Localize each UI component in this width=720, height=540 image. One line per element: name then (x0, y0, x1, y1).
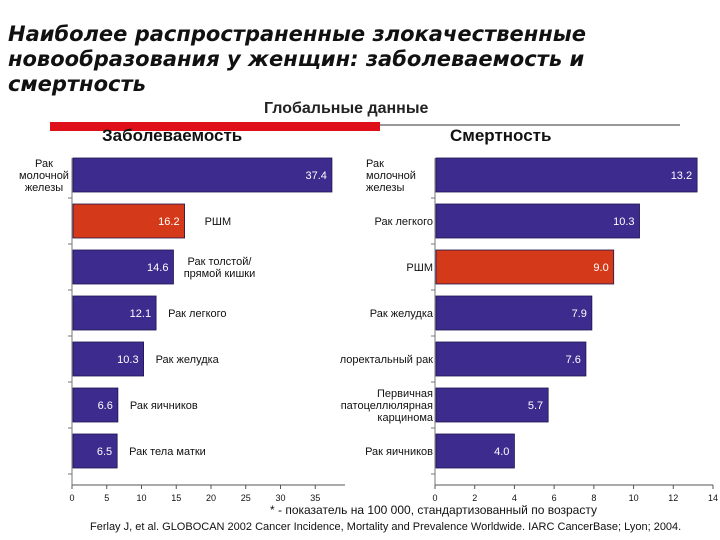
value-label: 6.5 (97, 446, 112, 458)
x-tick-label: 20 (206, 493, 216, 502)
x-tick-label: 15 (171, 493, 181, 502)
slide-subtitle: Глобальные данные (264, 100, 429, 117)
citation: Ferlay J, et al. GLOBOCAN 2002 Cancer In… (90, 521, 682, 533)
bar (72, 203, 185, 239)
mortality-chart: 0 2 4 6 8 10 12 14 13.2 Рак молочной железы 10.3 Рак … (340, 157, 718, 502)
category-label: Рак легкого (168, 308, 226, 320)
value-label: 10.3 (613, 216, 634, 228)
footnote: * - показатель на 100 000, стандартизова… (270, 503, 597, 517)
category-label: РШМ (205, 216, 232, 228)
category-label: Рак толстой/прямой кишки (184, 256, 256, 280)
value-label: 6.6 (98, 400, 113, 412)
category-label: Рак тела матки (129, 446, 206, 458)
incidence-chart-title: Заболеваемость (102, 126, 243, 145)
value-label: 9.0 (593, 262, 608, 274)
bar (435, 387, 549, 423)
incidence-chart: 051015202530354037.4Ракмолочнойжелезы16.… (19, 157, 345, 502)
bar (435, 249, 615, 285)
value-label: 5.7 (528, 400, 543, 412)
value-label: 7.9 (572, 308, 587, 320)
x-tick-label: 8 (591, 493, 596, 502)
bar (435, 157, 698, 193)
category-label: Рак желудка (156, 354, 220, 366)
x-tick-label: 5 (104, 493, 109, 502)
x-tick-label: 10 (629, 493, 639, 502)
title-accent-rule (50, 122, 380, 131)
x-tick-label: 35 (310, 493, 320, 502)
value-label: 7.6 (566, 354, 581, 366)
category-label: Рак молочной железы (19, 158, 69, 194)
category-label: Первичная гепатоцеллюлярная карцинома (340, 388, 434, 424)
x-tick-label: 12 (668, 493, 678, 502)
category-label: Рак желудка (370, 308, 434, 320)
bar (435, 433, 515, 469)
x-tick-label: 25 (241, 493, 251, 502)
category-label: Рак легкого (375, 216, 433, 228)
value-label: 13.2 (671, 170, 692, 182)
slide-title: Наиболее распространенные злокачественны… (8, 22, 586, 96)
value-label: 10.3 (117, 354, 138, 366)
title-divider (380, 124, 680, 126)
bar (72, 387, 119, 423)
x-tick-label: 10 (136, 493, 146, 502)
x-tick-label: 2 (472, 493, 477, 502)
category-label: Рак яичников (130, 400, 198, 412)
value-label: 16.2 (158, 216, 179, 228)
x-tick-label: 0 (69, 493, 74, 502)
x-tick-label: 30 (275, 493, 285, 502)
mortality-chart-title: Смертность (450, 126, 552, 145)
bar (72, 433, 118, 469)
value-label: 37.4 (306, 170, 327, 182)
value-label: 12.1 (130, 308, 151, 320)
value-label: 4.0 (494, 446, 509, 458)
x-tick-label: 14 (708, 493, 718, 502)
bar (72, 157, 333, 193)
value-label: 14.6 (147, 262, 168, 274)
x-tick-label: 6 (552, 493, 557, 502)
category-label: Рак молочной железы (366, 158, 416, 194)
bar (72, 341, 144, 377)
bar (435, 341, 587, 377)
category-label: Колоректальный рак (340, 354, 433, 366)
bar (435, 295, 593, 331)
x-tick-label: 0 (432, 493, 437, 502)
bar (72, 295, 157, 331)
category-label: Рак яичников (365, 446, 433, 458)
bar (72, 249, 174, 285)
category-label: РШМ (406, 262, 433, 274)
x-tick-label: 4 (512, 493, 517, 502)
bar (435, 203, 640, 239)
